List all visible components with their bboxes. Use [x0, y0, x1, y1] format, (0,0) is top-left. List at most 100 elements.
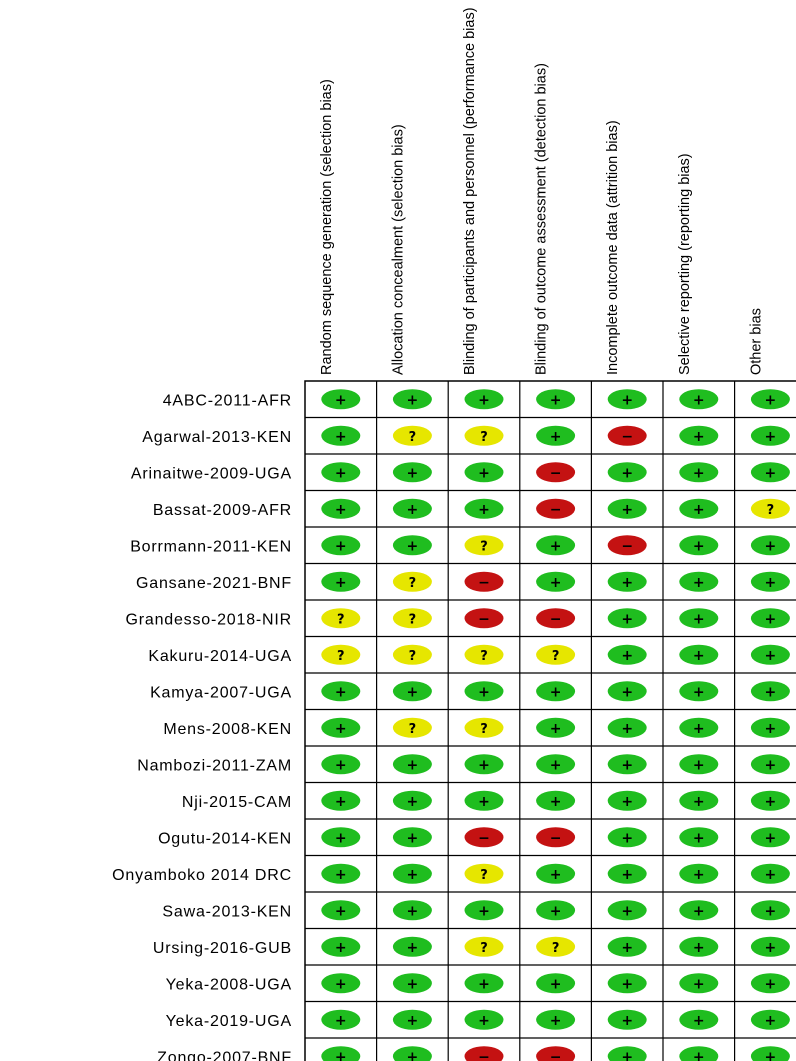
low-risk-mark: +: [536, 681, 576, 702]
high-risk-mark: −: [464, 571, 504, 592]
unclear-risk-ellipse: [392, 425, 432, 446]
low-risk-mark: +: [536, 900, 576, 921]
low-risk-symbol: +: [407, 1013, 419, 1029]
high-risk-symbol: −: [478, 830, 490, 846]
unclear-risk-symbol: ?: [337, 612, 345, 627]
low-risk-symbol: +: [765, 1049, 777, 1061]
low-risk-mark: +: [464, 973, 504, 994]
low-risk-mark: +: [679, 389, 719, 410]
low-risk-symbol: +: [335, 1013, 347, 1029]
low-risk-symbol: +: [621, 392, 633, 408]
low-risk-mark: +: [607, 790, 647, 811]
low-risk-ellipse: [464, 498, 504, 519]
low-risk-ellipse: [607, 900, 647, 921]
low-risk-symbol: +: [407, 1049, 419, 1061]
study-label-6: Gansane-2021-BNF: [136, 575, 292, 592]
low-risk-symbol: +: [407, 502, 419, 518]
low-risk-symbol: +: [335, 1049, 347, 1061]
low-risk-mark: +: [392, 389, 432, 410]
low-risk-ellipse: [607, 827, 647, 848]
low-risk-symbol: +: [335, 684, 347, 700]
low-risk-ellipse: [750, 462, 790, 483]
low-risk-mark: +: [679, 936, 719, 957]
low-risk-symbol: +: [765, 976, 777, 992]
low-risk-ellipse: [321, 827, 361, 848]
low-risk-ellipse: [321, 790, 361, 811]
low-risk-ellipse: [392, 754, 432, 775]
low-risk-mark: +: [750, 681, 790, 702]
low-risk-mark: +: [679, 608, 719, 629]
low-risk-mark: +: [536, 717, 576, 738]
low-risk-ellipse: [750, 425, 790, 446]
domain-label-6: Selective reporting (reporting bias): [677, 153, 693, 375]
low-risk-symbol: +: [407, 940, 419, 956]
low-risk-symbol: +: [335, 392, 347, 408]
low-risk-ellipse: [392, 973, 432, 994]
unclear-risk-ellipse: [464, 717, 504, 738]
low-risk-mark: +: [607, 571, 647, 592]
low-risk-symbol: +: [765, 940, 777, 956]
low-risk-mark: +: [536, 389, 576, 410]
low-risk-mark: +: [750, 535, 790, 556]
study-label-8: Kakuru-2014-UGA: [148, 648, 292, 665]
low-risk-ellipse: [536, 425, 576, 446]
low-risk-ellipse: [536, 973, 576, 994]
low-risk-symbol: +: [550, 538, 562, 554]
low-risk-symbol: +: [335, 903, 347, 919]
low-risk-symbol: +: [550, 1013, 562, 1029]
low-risk-symbol: +: [621, 465, 633, 481]
low-risk-symbol: +: [693, 976, 705, 992]
unclear-risk-ellipse: [464, 644, 504, 665]
low-risk-mark: +: [607, 863, 647, 884]
low-risk-mark: +: [607, 1009, 647, 1030]
low-risk-symbol: +: [693, 757, 705, 773]
unclear-risk-symbol: ?: [409, 430, 417, 445]
study-label-14: Onyamboko 2014 DRC: [112, 867, 292, 884]
unclear-risk-ellipse: [464, 936, 504, 957]
judgement-marks: + + + + + + + +?? + − + + + + + − + + + + + + − + + ? + +? + − + + +? − + +…: [321, 389, 790, 1061]
low-risk-ellipse: [607, 717, 647, 738]
low-risk-symbol: +: [621, 502, 633, 518]
low-risk-ellipse: [536, 754, 576, 775]
low-risk-ellipse: [679, 498, 719, 519]
low-risk-ellipse: [392, 936, 432, 957]
high-risk-ellipse: [536, 827, 576, 848]
high-risk-mark: −: [536, 1046, 576, 1061]
low-risk-ellipse: [679, 754, 719, 775]
unclear-risk-symbol: ?: [480, 539, 488, 554]
low-risk-symbol: +: [335, 830, 347, 846]
domain-label-2: Allocation concealment (selection bias): [390, 124, 406, 375]
low-risk-symbol: +: [621, 867, 633, 883]
low-risk-ellipse: [392, 790, 432, 811]
high-risk-symbol: −: [550, 1049, 562, 1061]
low-risk-ellipse: [392, 827, 432, 848]
low-risk-mark: +: [392, 900, 432, 921]
low-risk-ellipse: [392, 1046, 432, 1061]
low-risk-symbol: +: [693, 830, 705, 846]
high-risk-ellipse: [536, 462, 576, 483]
low-risk-mark: +: [321, 754, 361, 775]
low-risk-symbol: +: [765, 429, 777, 445]
low-risk-ellipse: [536, 681, 576, 702]
low-risk-symbol: +: [621, 648, 633, 664]
unclear-risk-mark: ?: [750, 498, 790, 519]
low-risk-ellipse: [750, 644, 790, 665]
high-risk-symbol: −: [621, 538, 633, 554]
low-risk-ellipse: [607, 1046, 647, 1061]
low-risk-symbol: +: [478, 794, 490, 810]
high-risk-mark: −: [536, 498, 576, 519]
low-risk-ellipse: [321, 498, 361, 519]
low-risk-symbol: +: [765, 538, 777, 554]
unclear-risk-mark: ?: [536, 936, 576, 957]
low-risk-mark: +: [750, 754, 790, 775]
high-risk-ellipse: [464, 827, 504, 848]
low-risk-mark: +: [750, 425, 790, 446]
low-risk-symbol: +: [335, 429, 347, 445]
low-risk-ellipse: [750, 389, 790, 410]
low-risk-ellipse: [607, 498, 647, 519]
low-risk-symbol: +: [407, 538, 419, 554]
low-risk-mark: +: [321, 863, 361, 884]
low-risk-symbol: +: [550, 721, 562, 737]
low-risk-ellipse: [679, 936, 719, 957]
low-risk-ellipse: [321, 1046, 361, 1061]
